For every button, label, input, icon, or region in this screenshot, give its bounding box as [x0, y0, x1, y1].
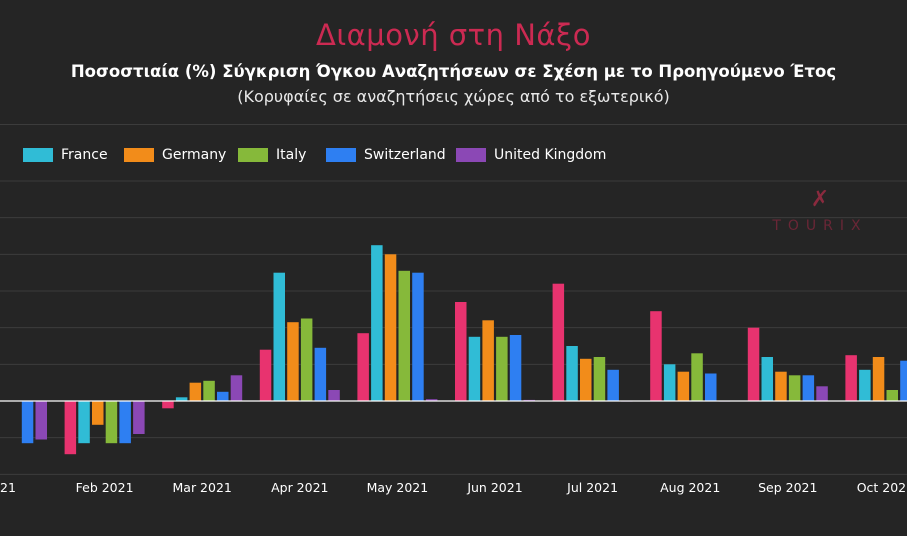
- chart-subtitle: Ποσοστιαία (%) Σύγκριση Όγκου Αναζητήσεω…: [70, 62, 837, 81]
- bar-france-9[interactable]: [859, 369, 871, 401]
- legend-label-france: France: [61, 147, 108, 163]
- x-tick-label: Sep 2021: [758, 480, 817, 495]
- legend-swatch-germany: [124, 148, 154, 162]
- bar-germany-8[interactable]: [775, 371, 787, 401]
- bar-italy-2[interactable]: [203, 380, 215, 401]
- bar-greece-6[interactable]: [552, 283, 565, 401]
- bar-italy-8[interactable]: [788, 375, 801, 401]
- legend-label-italy: Italy: [276, 147, 307, 163]
- bar-italy-5[interactable]: [496, 336, 508, 401]
- bar-germany-1[interactable]: [92, 401, 104, 425]
- bar-germany-3[interactable]: [287, 322, 299, 401]
- x-tick-label: 21: [0, 480, 16, 495]
- bar-greece-5[interactable]: [455, 302, 467, 401]
- bar-greece-1[interactable]: [64, 401, 77, 455]
- bar-france-6[interactable]: [566, 346, 578, 401]
- bar-italy-1[interactable]: [105, 401, 118, 444]
- legend-label-germany: Germany: [162, 147, 227, 163]
- bar-switzerland-0[interactable]: [21, 401, 34, 444]
- bar-greece-8[interactable]: [747, 327, 760, 401]
- header-divider: [0, 124, 907, 125]
- x-tick-label: Aug 2021: [660, 480, 720, 495]
- bar-france-7[interactable]: [663, 364, 676, 401]
- bar-united-kingdom-1[interactable]: [133, 401, 145, 434]
- x-tick-label: Jul 2021: [566, 480, 618, 495]
- bar-italy-9[interactable]: [886, 390, 899, 401]
- bar-switzerland-9[interactable]: [900, 360, 907, 401]
- legend-label-switzerland: Switzerland: [364, 147, 446, 163]
- legend-swatch-italy: [238, 148, 268, 162]
- legend-item-italy[interactable]: Italy: [238, 145, 306, 165]
- x-tick-label: Oct 2021: [857, 480, 907, 495]
- legend-swatch-switzerland: [326, 148, 356, 162]
- tourix-logo-icon: ✗: [810, 187, 830, 212]
- bar-italy-4[interactable]: [398, 270, 411, 401]
- bar-greece-3[interactable]: [259, 349, 272, 401]
- bar-switzerland-3[interactable]: [314, 347, 327, 401]
- x-tick-label: Jun 2021: [466, 480, 522, 495]
- bar-greece-9[interactable]: [845, 355, 857, 401]
- legend-item-germany[interactable]: Germany: [124, 145, 226, 165]
- bar-germany-9[interactable]: [872, 357, 885, 401]
- bar-germany-5[interactable]: [482, 320, 494, 401]
- tourix-logo-text: TOURIX: [772, 218, 868, 234]
- legend-swatch-united-kingdom: [456, 148, 486, 162]
- bar-france-1[interactable]: [78, 401, 90, 444]
- bar-switzerland-6[interactable]: [607, 369, 619, 401]
- chart-subtitle-secondary: (Κορυφαίες σε αναζητήσεις χώρες από το ε…: [237, 87, 670, 106]
- bar-switzerland-5[interactable]: [509, 335, 522, 401]
- legend-item-united-kingdom[interactable]: United Kingdom: [456, 145, 606, 165]
- legend-swatch-france: [23, 148, 53, 162]
- bar-united-kingdom-2[interactable]: [230, 375, 243, 401]
- bar-switzerland-1[interactable]: [119, 401, 131, 444]
- x-tick-label: Apr 2021: [271, 480, 328, 495]
- bar-germany-2[interactable]: [189, 382, 202, 401]
- bar-france-5[interactable]: [468, 336, 481, 401]
- x-tick-label: Feb 2021: [76, 480, 134, 495]
- chart-title: Διαμονή στη Νάξο: [316, 18, 591, 52]
- bar-italy-7[interactable]: [691, 353, 703, 401]
- bar-france-2[interactable]: [175, 397, 188, 401]
- bar-switzerland-4[interactable]: [412, 272, 424, 401]
- bar-greece-7[interactable]: [650, 311, 662, 401]
- legend-label-united-kingdom: United Kingdom: [494, 147, 607, 163]
- bar-switzerland-2[interactable]: [217, 391, 229, 401]
- bar-france-3[interactable]: [273, 272, 286, 401]
- bar-united-kingdom-0[interactable]: [35, 401, 48, 440]
- bar-germany-6[interactable]: [580, 358, 592, 401]
- bar-united-kingdom-4[interactable]: [425, 399, 438, 401]
- x-tick-label: Mar 2021: [173, 480, 232, 495]
- bar-france-4[interactable]: [371, 245, 383, 401]
- bar-greece-4[interactable]: [357, 333, 369, 401]
- legend-item-france[interactable]: France: [23, 145, 108, 165]
- tourix-watermark: ✗ TOURIX: [760, 187, 880, 235]
- bar-italy-6[interactable]: [593, 357, 606, 401]
- legend-item-switzerland[interactable]: Switzerland: [326, 145, 446, 165]
- bar-germany-7[interactable]: [677, 371, 690, 401]
- bar-united-kingdom-3[interactable]: [328, 390, 340, 401]
- bar-switzerland-7[interactable]: [705, 373, 717, 402]
- bar-germany-4[interactable]: [384, 254, 397, 401]
- x-tick-label: May 2021: [367, 480, 429, 495]
- bar-greece-2[interactable]: [162, 401, 174, 409]
- bar-united-kingdom-8[interactable]: [816, 386, 828, 401]
- bar-france-8[interactable]: [761, 357, 774, 401]
- bar-italy-3[interactable]: [300, 318, 313, 402]
- bar-switzerland-8[interactable]: [802, 375, 815, 401]
